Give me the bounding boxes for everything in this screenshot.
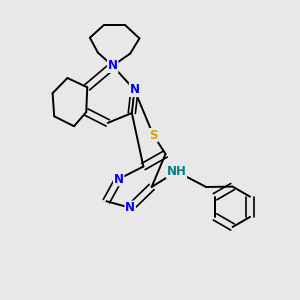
- Text: NH: NH: [167, 165, 186, 178]
- Text: N: N: [114, 172, 124, 186]
- Text: S: S: [149, 129, 158, 142]
- Text: N: N: [130, 83, 140, 96]
- Text: N: N: [125, 201, 135, 214]
- Text: N: N: [108, 59, 118, 72]
